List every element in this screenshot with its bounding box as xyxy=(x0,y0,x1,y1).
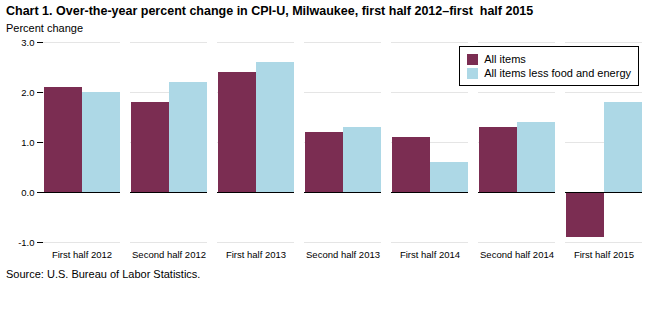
svg-text:Second half 2014: Second half 2014 xyxy=(480,249,554,260)
svg-text:-1.0: -1.0 xyxy=(18,237,34,248)
svg-text:First half 2012: First half 2012 xyxy=(52,249,112,260)
svg-text:First half 2014: First half 2014 xyxy=(400,249,460,260)
svg-text:2.0: 2.0 xyxy=(21,87,34,98)
html-text:All items less food and energy: All items less food and energy xyxy=(484,67,631,79)
html-text:Percent change: Percent change xyxy=(6,22,84,34)
svg-text:0.0: 0.0 xyxy=(21,187,34,198)
svg-text:Second half 2012: Second half 2012 xyxy=(132,249,206,260)
svg-text:First half 2013: First half 2013 xyxy=(226,249,286,260)
svg-text:1.0: 1.0 xyxy=(21,137,34,148)
svg-text:3.0: 3.0 xyxy=(21,37,34,48)
svg-text:Second half 2013: Second half 2013 xyxy=(306,249,380,260)
svg-text:First half 2015: First half 2015 xyxy=(574,249,634,260)
html-text:Chart 1. Over-the-year percent: Chart 1. Over-the-year percent change in… xyxy=(6,4,534,18)
html-text:Source: U.S. Bureau of Labor S: Source: U.S. Bureau of Labor Statistics. xyxy=(6,268,201,280)
html-text:All items: All items xyxy=(484,53,526,65)
